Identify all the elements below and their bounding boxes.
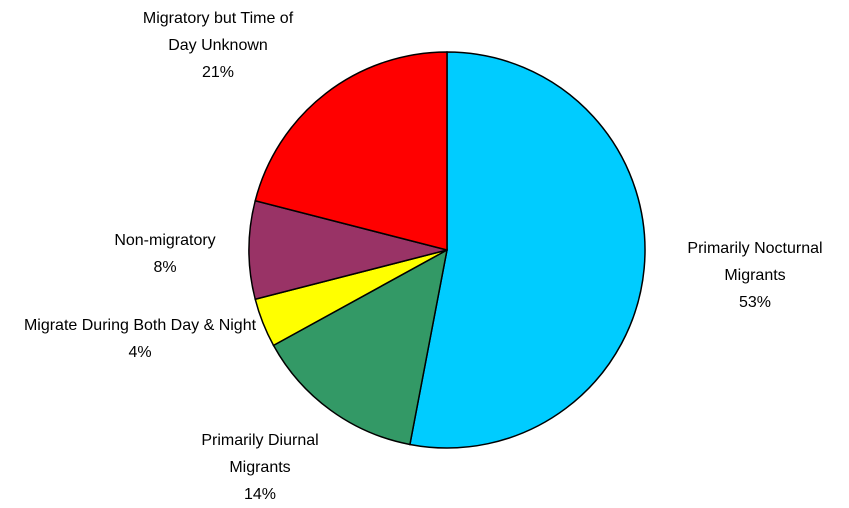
slice-label: Primarily Nocturnal Migrants 53% [655,235,849,316]
pie-slice [409,51,646,449]
pie-slice [254,51,448,251]
slice-label: Migrate During Both Day & Night 4% [0,312,280,366]
slice-label: Migratory but Time of Day Unknown 21% [128,5,308,86]
pie-slice [248,199,448,301]
value-label: 53% [738,294,772,311]
value-label: 8% [153,259,177,276]
value-label: 4% [128,344,152,361]
slice-label: Primarily Diurnal Migrants 14% [180,427,340,508]
category-label: Migratory but Time of Day Unknown [142,10,294,54]
slice-label: Non-migratory 8% [85,227,245,281]
category-label: Migrate During Both Day & Night [23,317,257,334]
value-label: 14% [243,486,277,503]
category-label: Primarily Diurnal Migrants [201,432,319,476]
pie-slice [272,248,449,446]
value-label: 21% [201,64,235,81]
category-label: Non-migratory [114,232,216,249]
category-label: Primarily Nocturnal Migrants [687,240,823,284]
